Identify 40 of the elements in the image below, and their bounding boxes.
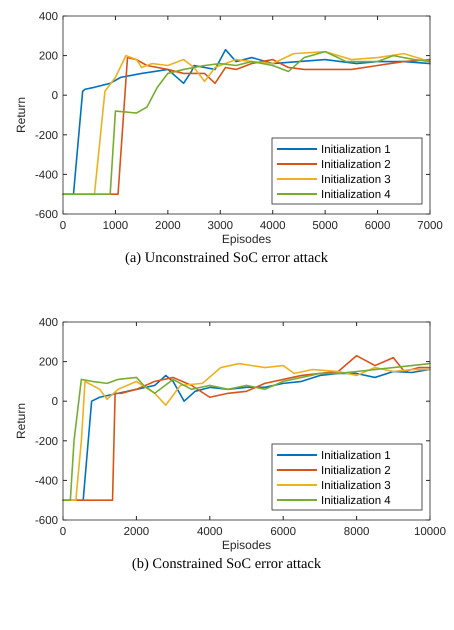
x-tick-label: 6000 bbox=[364, 220, 390, 232]
x-tick-label: 4000 bbox=[260, 220, 286, 232]
y-tick-label: 0 bbox=[52, 396, 58, 408]
legend-label: Initialization 2 bbox=[321, 159, 391, 171]
y-tick-label: -600 bbox=[34, 209, 58, 221]
legend-label: Initialization 3 bbox=[321, 480, 391, 492]
y-tick-label: -200 bbox=[34, 130, 58, 142]
x-tick-label: 1000 bbox=[102, 220, 128, 232]
legend-label: Initialization 3 bbox=[321, 174, 391, 186]
x-tick-label: 0 bbox=[60, 220, 66, 232]
y-tick-label: -400 bbox=[34, 475, 58, 488]
y-tick-label: 0 bbox=[52, 90, 58, 102]
y-axis-title: Return bbox=[14, 402, 28, 440]
x-tick-label: 2000 bbox=[155, 220, 181, 232]
x-tick-label: 2000 bbox=[124, 526, 150, 538]
x-tick-label: 7000 bbox=[417, 220, 443, 232]
legend-label: Initialization 1 bbox=[321, 450, 391, 462]
y-tick-label: -400 bbox=[34, 169, 58, 182]
legend-label: Initialization 4 bbox=[321, 189, 392, 201]
y-tick-label: -600 bbox=[34, 515, 58, 527]
x-tick-label: 8000 bbox=[344, 526, 370, 538]
y-tick-label: 400 bbox=[38, 317, 58, 329]
x-tick-label: 4000 bbox=[197, 526, 223, 538]
legend-label: Initialization 4 bbox=[321, 495, 392, 507]
y-tick-label: -200 bbox=[34, 436, 58, 448]
text: (a) Unconstrained SoC error attack bbox=[125, 250, 329, 266]
x-tick-label: 6000 bbox=[270, 526, 296, 538]
y-tick-label: 200 bbox=[38, 356, 58, 369]
x-axis-title: Episodes bbox=[222, 538, 272, 552]
legend-label: Initialization 2 bbox=[321, 465, 391, 477]
y-tick-label: 200 bbox=[38, 50, 58, 63]
legend-label: Initialization 1 bbox=[321, 144, 391, 156]
text: (b) Constrained SoC error attack bbox=[132, 556, 322, 572]
x-tick-label: 3000 bbox=[207, 220, 234, 232]
y-axis-title: Return bbox=[14, 96, 28, 134]
x-tick-label: 10000 bbox=[414, 526, 446, 538]
x-tick-label: 5000 bbox=[312, 220, 338, 232]
x-tick-label: 0 bbox=[60, 526, 66, 538]
x-axis-title: Episodes bbox=[222, 232, 272, 246]
y-tick-label: 400 bbox=[38, 11, 58, 23]
